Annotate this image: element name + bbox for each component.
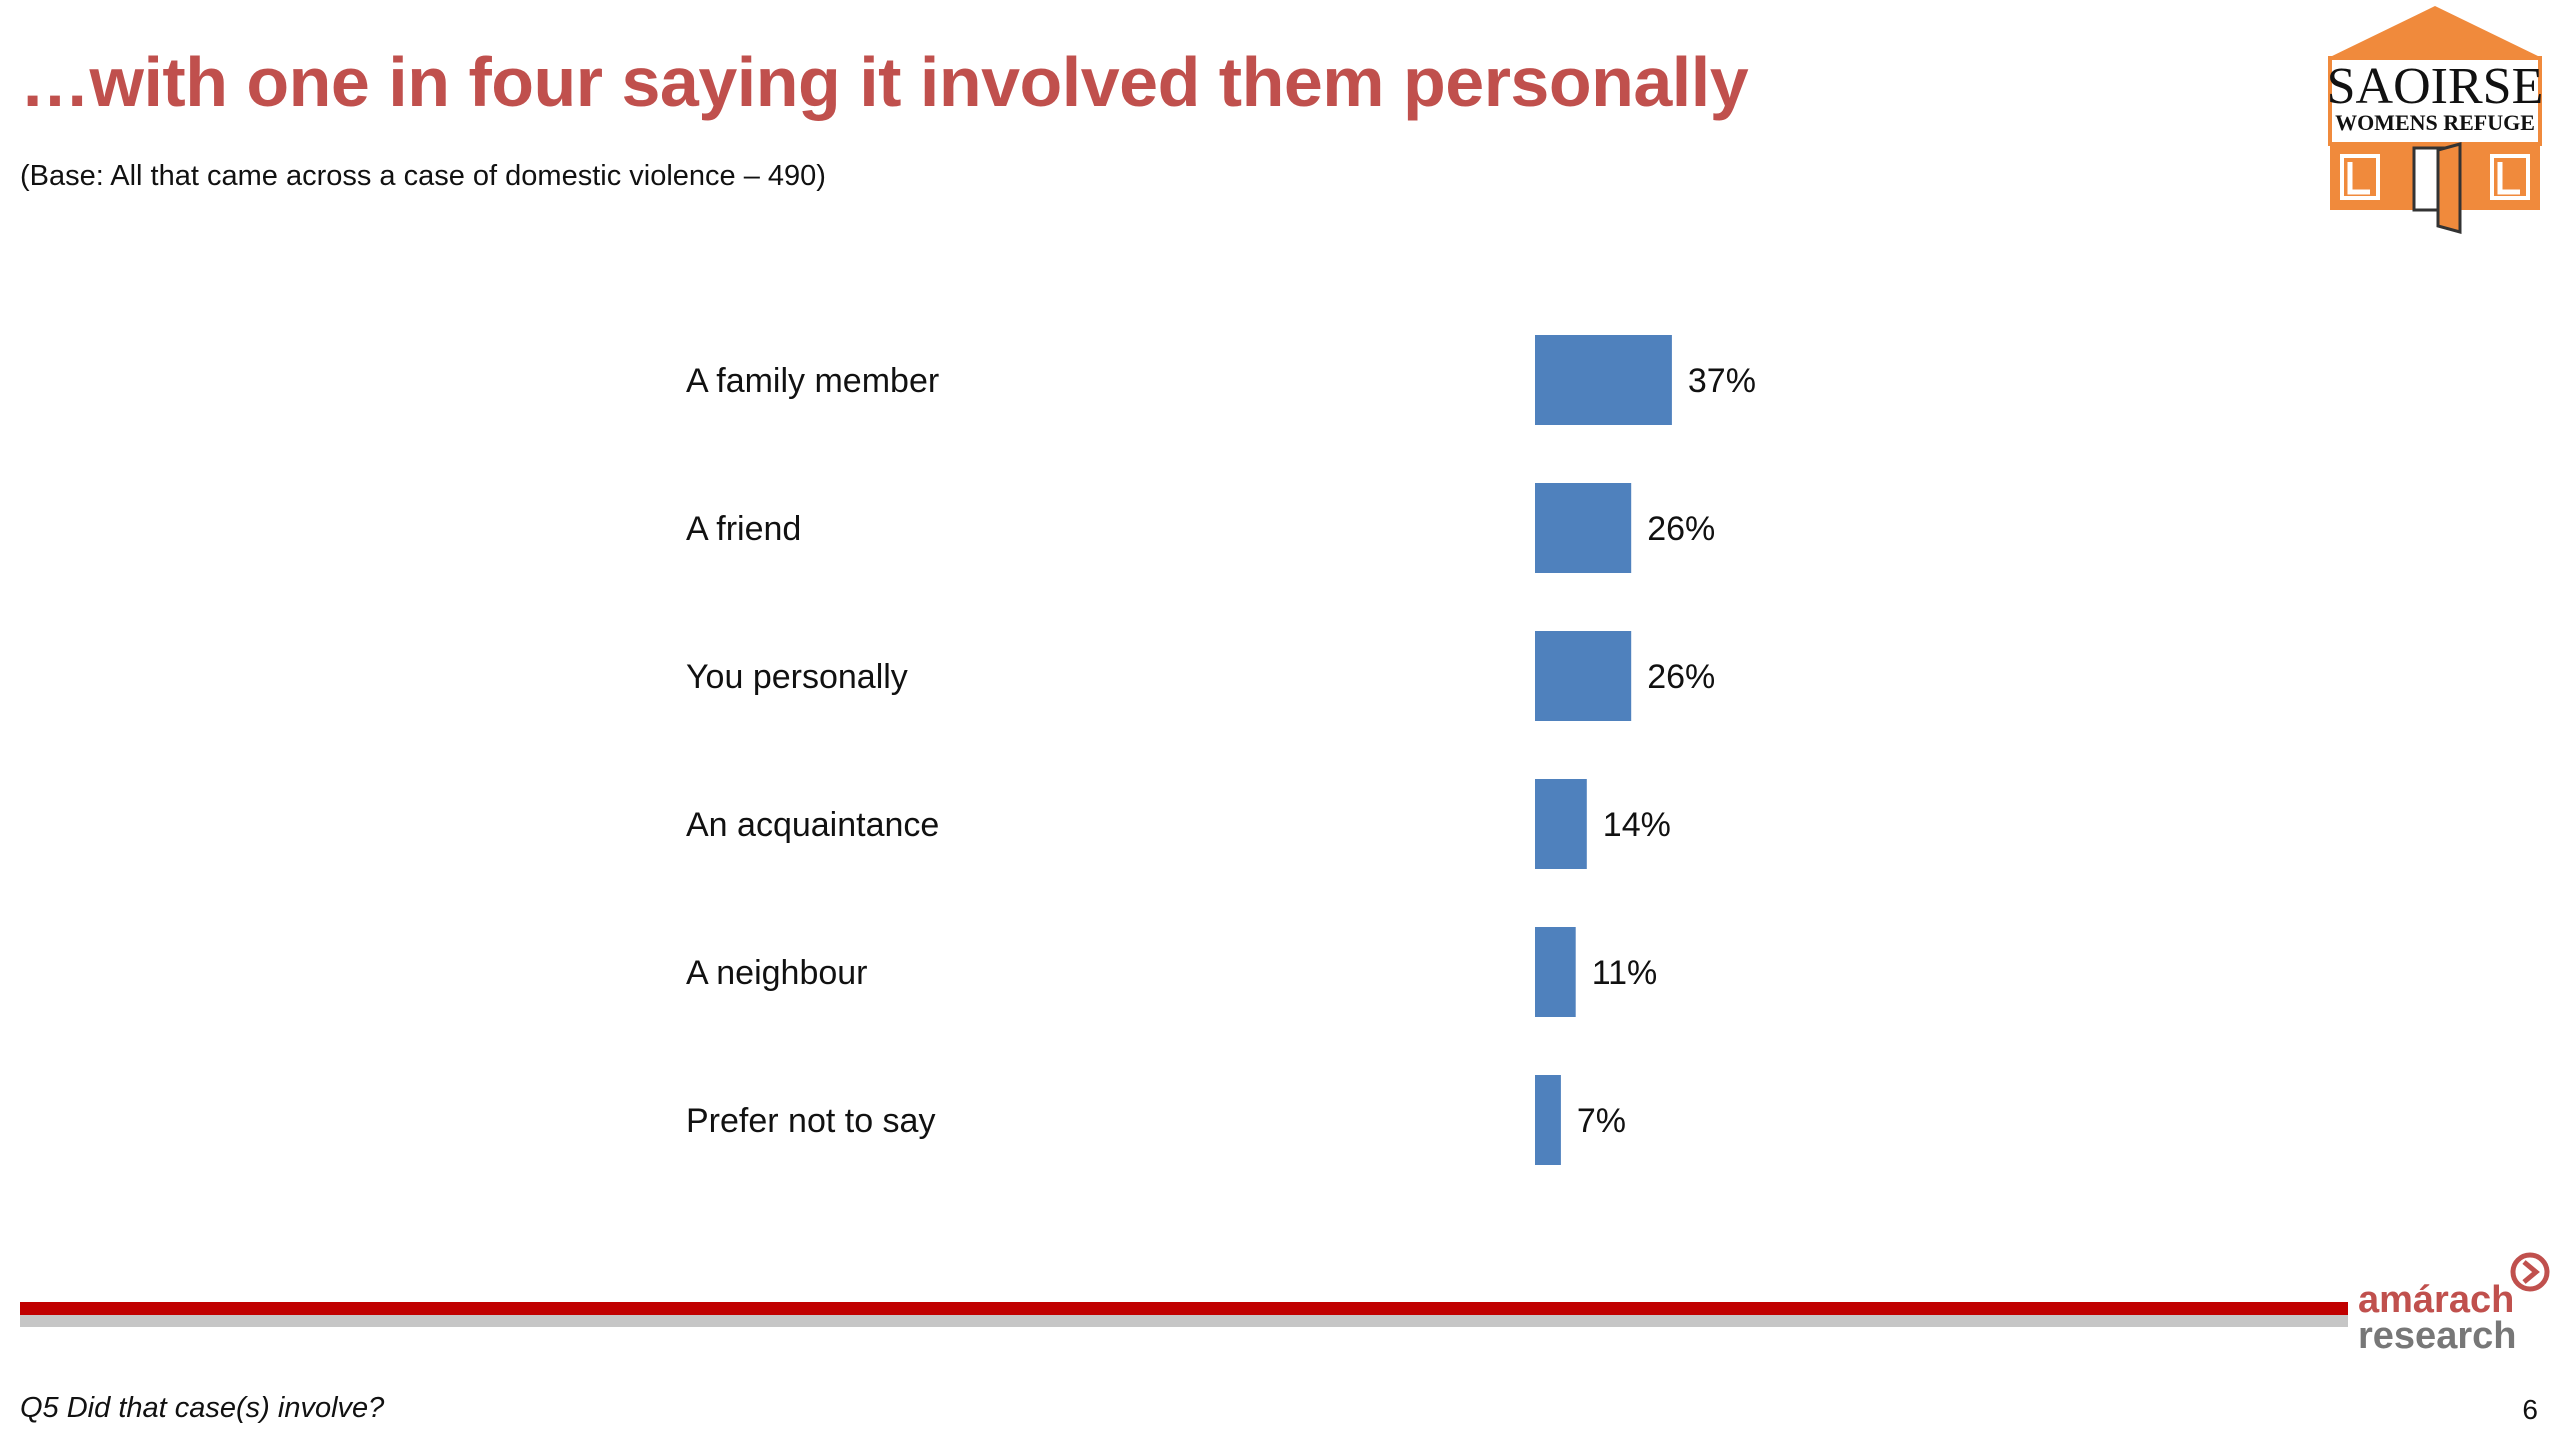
question-footnote: Q5 Did that case(s) involve? [20,1392,385,1424]
value-label: 11% [1592,954,1658,992]
saoirse-logo: SAOIRSE WOMENS REFUGE [2327,6,2544,234]
category-label: A friend [686,510,801,548]
category-label: Prefer not to say [686,1102,935,1140]
bar [1535,483,1632,573]
category-label: A neighbour [686,954,868,992]
category-label: A family member [686,362,939,400]
bar-chart-svg: A family member 37% A friend 26% You persona… [686,335,1756,1165]
divider-grey-line [20,1315,2348,1327]
logo-roof-icon [2328,6,2542,58]
bar [1535,927,1576,1017]
bar [1535,779,1587,869]
bar [1535,1075,1561,1165]
value-label: 37% [1688,362,1756,400]
bar-chart: A family member 37% A friend 26% You persona… [0,300,2560,1200]
slide-subtitle: (Base: All that came across a case of do… [20,160,826,192]
value-label: 14% [1603,806,1671,844]
value-label: 26% [1647,658,1715,696]
footer-divider [20,1302,2348,1328]
category-label: You personally [686,658,908,696]
amarach-chevron-icon [2510,1252,2550,1292]
divider-red-line [20,1302,2348,1315]
amarach-name: amárach [2358,1279,2514,1321]
bar [1535,631,1632,721]
category-label: An acquaintance [686,806,939,844]
page-number: 6 [2522,1394,2538,1425]
value-label: 26% [1647,510,1715,548]
amarach-logo: amárach research [2358,1252,2550,1357]
slide-title: …with one in four saying it involved the… [20,43,1749,121]
value-label: 7% [1577,1102,1626,1140]
amarach-tagline: research [2358,1315,2516,1357]
logo-tagline: WOMENS REFUGE [2335,110,2535,135]
bar [1535,335,1672,425]
logo-name: SAOIRSE [2327,58,2544,115]
